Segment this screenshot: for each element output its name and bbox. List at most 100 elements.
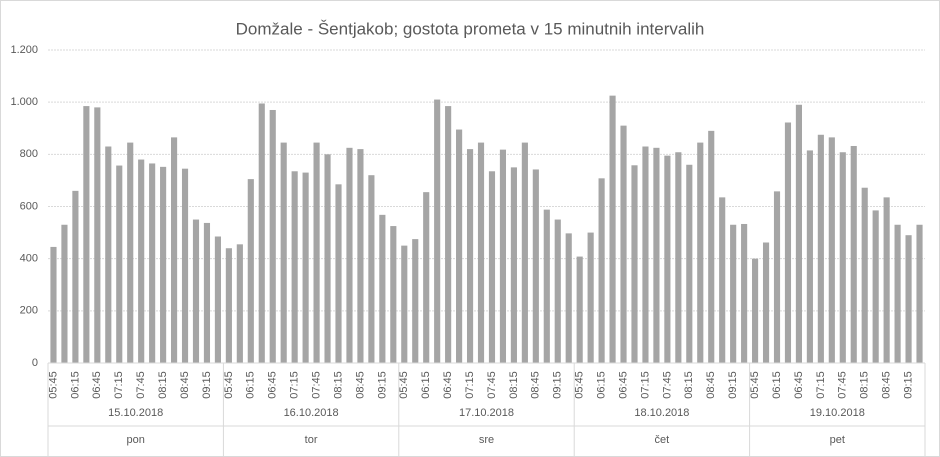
x-tick-label: 07:15 xyxy=(815,371,827,399)
y-tick-label: 400 xyxy=(20,253,38,265)
y-tick-label: 800 xyxy=(20,148,38,160)
bar xyxy=(390,226,397,363)
bar xyxy=(401,245,408,363)
bar xyxy=(236,244,243,363)
bar xyxy=(291,171,298,363)
bar xyxy=(445,106,452,364)
bar xyxy=(894,224,901,363)
bar xyxy=(839,152,846,363)
x-tick-label: 09:15 xyxy=(201,371,213,399)
x-tick-label: 08:15 xyxy=(683,371,695,399)
x-tick-label: 08:45 xyxy=(354,371,366,399)
bar xyxy=(828,137,835,363)
bar xyxy=(543,209,550,363)
bar xyxy=(346,147,353,363)
bar xyxy=(861,187,868,363)
bar xyxy=(116,165,123,363)
bar xyxy=(302,172,309,363)
bar xyxy=(50,246,57,363)
bar xyxy=(225,248,232,363)
x-tick-label: 06:15 xyxy=(69,371,81,399)
bar xyxy=(72,190,79,363)
x-tick-label: 08:45 xyxy=(179,371,191,399)
bar xyxy=(192,219,200,363)
bar xyxy=(806,150,813,363)
x-tick-label: 05:45 xyxy=(47,371,59,399)
group-date-label: 18.10.2018 xyxy=(634,407,689,419)
group-date-label: 17.10.2018 xyxy=(459,407,514,419)
y-tick-label: 1.200 xyxy=(10,44,38,56)
bar xyxy=(149,163,156,363)
bar xyxy=(675,152,682,363)
x-tick-label: 07:15 xyxy=(113,371,125,399)
x-tick-label: 06:45 xyxy=(267,371,279,399)
bar xyxy=(883,197,890,363)
bar xyxy=(631,165,638,363)
x-tick-label: 06:15 xyxy=(771,371,783,399)
bar xyxy=(280,142,287,363)
group-day-label: čet xyxy=(655,434,670,446)
bar xyxy=(335,184,342,363)
bar xyxy=(697,142,704,363)
bar xyxy=(686,164,693,363)
x-tick-label: 05:45 xyxy=(223,371,235,399)
y-tick-label: 200 xyxy=(20,305,38,317)
group-day-label: sre xyxy=(479,434,494,446)
bar xyxy=(214,236,221,363)
bar xyxy=(181,168,189,363)
bar xyxy=(61,224,68,363)
x-tick-label: 07:15 xyxy=(639,371,651,399)
group-day-label: pon xyxy=(127,434,145,446)
bar xyxy=(466,149,474,363)
bar xyxy=(499,149,507,363)
bar xyxy=(127,142,134,363)
bar xyxy=(817,134,824,363)
x-tick-label: 08:45 xyxy=(705,371,717,399)
bar xyxy=(379,214,386,363)
bar xyxy=(247,179,254,363)
bar xyxy=(160,166,167,363)
bar xyxy=(642,146,649,363)
bar xyxy=(521,142,528,363)
bar xyxy=(664,155,671,363)
bar xyxy=(872,210,879,363)
bar xyxy=(741,223,748,363)
bar xyxy=(850,145,857,363)
bar xyxy=(708,130,715,363)
bar xyxy=(609,95,616,363)
bar xyxy=(730,224,737,363)
x-tick-label: 08:15 xyxy=(508,371,520,399)
bar xyxy=(357,149,364,363)
bar xyxy=(565,233,572,363)
bar xyxy=(598,178,605,363)
bar xyxy=(905,235,912,363)
bar xyxy=(554,219,561,363)
bar xyxy=(576,256,583,363)
x-tick-label: 06:15 xyxy=(245,371,257,399)
bar xyxy=(258,103,265,364)
bar xyxy=(423,192,430,363)
y-tick-label: 0 xyxy=(32,357,38,369)
bar xyxy=(532,169,539,363)
x-tick-label: 06:15 xyxy=(596,371,608,399)
x-tick-label: 07:45 xyxy=(135,371,147,399)
bar xyxy=(456,129,463,363)
bar xyxy=(269,109,276,363)
x-tick-label: 07:45 xyxy=(310,371,322,399)
group-day-label: pet xyxy=(830,434,845,446)
x-tick-label: 07:45 xyxy=(661,371,673,399)
bar xyxy=(587,232,594,363)
bar xyxy=(795,104,803,364)
bar xyxy=(83,106,90,364)
bar xyxy=(324,154,331,363)
bar xyxy=(138,159,145,363)
x-tick-label: 09:15 xyxy=(727,371,739,399)
bar xyxy=(916,224,923,363)
chart-title: Domžale - Šentjakob; gostota prometa v 1… xyxy=(236,19,705,38)
group-date-label: 15.10.2018 xyxy=(108,407,163,419)
bar xyxy=(773,191,781,363)
bar xyxy=(105,146,112,363)
x-tick-label: 09:15 xyxy=(376,371,388,399)
x-tick-label: 08:45 xyxy=(881,371,893,399)
